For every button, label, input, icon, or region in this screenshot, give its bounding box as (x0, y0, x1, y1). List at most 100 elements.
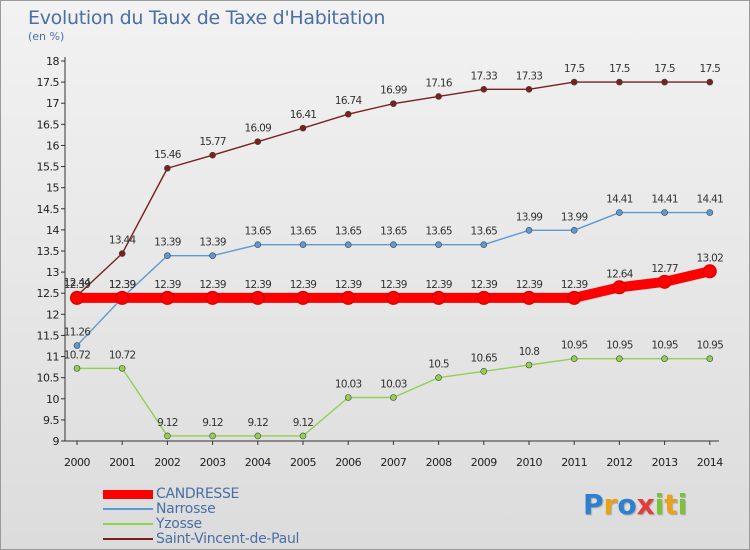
data-point (344, 394, 352, 401)
data-label: 12.39 (245, 279, 272, 291)
data-point (205, 290, 220, 305)
data-point (160, 290, 175, 305)
data-label: 12.39 (561, 279, 588, 291)
y-tick-label: 10 (46, 393, 59, 406)
data-label: 17.33 (471, 70, 498, 82)
y-axis-unit-label: (en %) (28, 30, 65, 43)
data-label: 14.41 (697, 194, 724, 206)
data-label: 13.65 (290, 226, 317, 238)
data-point (702, 264, 717, 279)
data-label: 10.65 (471, 352, 498, 364)
logo-letter: P (583, 488, 604, 521)
legend-label: Narrosse (156, 501, 216, 517)
data-label: 10.03 (335, 379, 362, 391)
x-tick-label: 2006 (335, 456, 361, 469)
data-label: 16.41 (290, 109, 317, 121)
data-label: 17.33 (516, 70, 543, 82)
data-point (525, 85, 533, 93)
data-label: 10.95 (697, 340, 724, 352)
data-point (570, 227, 578, 234)
data-label: 17.16 (425, 77, 453, 89)
data-label: 17.5 (700, 63, 721, 75)
y-tick-label: 17.5 (37, 76, 60, 89)
data-point (299, 432, 307, 440)
legend-swatch (103, 523, 153, 525)
data-point (480, 368, 488, 375)
data-point (118, 365, 126, 372)
data-point (567, 290, 582, 305)
y-tick-label: 15.5 (37, 161, 60, 174)
data-point (706, 78, 714, 86)
logo-letter: t (664, 488, 678, 521)
data-label: 17.5 (609, 63, 630, 75)
x-tick-label: 2001 (109, 456, 135, 469)
data-point (612, 280, 627, 295)
data-label: 10.8 (519, 346, 540, 358)
data-point (164, 164, 171, 172)
legend-label: Yzosse (156, 516, 202, 532)
data-label: 12.39 (109, 279, 136, 291)
data-label: 15.77 (199, 136, 226, 148)
data-label: 12.39 (380, 279, 407, 291)
y-tick-label: 12.5 (37, 287, 60, 300)
legend-swatch (103, 489, 153, 499)
data-point (431, 290, 446, 305)
data-label: 10.95 (561, 340, 588, 352)
data-point (296, 290, 310, 305)
data-point (73, 342, 81, 349)
legend-item-saint-vincent-de-paul: Saint-Vincent-de-Paul (103, 531, 299, 547)
y-tick-label: 14 (46, 224, 59, 237)
data-label: 16.99 (380, 85, 407, 97)
data-point (661, 209, 668, 216)
data-label: 13.65 (245, 226, 272, 238)
data-label: 12.39 (290, 279, 317, 291)
data-point (480, 85, 488, 93)
x-tick-label: 2012 (606, 456, 632, 469)
data-label: 13.99 (561, 211, 588, 223)
data-label: 9.12 (202, 417, 223, 429)
data-label: 13.65 (335, 226, 362, 238)
data-point (73, 365, 81, 372)
data-label: 13.44 (109, 235, 137, 247)
data-point (476, 290, 491, 305)
data-point (616, 78, 623, 86)
data-point (386, 290, 401, 305)
x-tick-label: 2002 (154, 456, 180, 469)
x-tick-label: 2000 (64, 456, 90, 469)
data-label: 10.72 (109, 349, 136, 361)
data-point (344, 110, 352, 118)
data-point (480, 241, 488, 248)
data-point (209, 432, 216, 440)
data-label: 15.46 (154, 149, 182, 161)
data-point (706, 209, 714, 216)
data-label: 12.39 (199, 279, 226, 291)
data-label: 13.99 (516, 211, 543, 223)
data-point (254, 138, 262, 145)
data-point (616, 209, 623, 216)
data-label: 12.39 (64, 279, 91, 291)
data-point (616, 355, 623, 362)
legend-label: Saint-Vincent-de-Paul (156, 531, 300, 547)
data-label: 12.39 (335, 279, 362, 291)
data-point (435, 241, 442, 248)
data-label: 9.12 (293, 417, 314, 429)
x-tick-label: 2004 (245, 456, 271, 469)
data-point (435, 93, 442, 100)
data-label: 10.95 (651, 340, 678, 352)
y-tick-label: 15 (46, 182, 59, 195)
data-point (299, 241, 307, 248)
y-tick-label: 11 (46, 351, 59, 364)
y-tick-label: 9 (53, 435, 60, 448)
data-point (164, 252, 171, 259)
y-tick-label: 11.5 (37, 329, 60, 342)
data-point (570, 355, 578, 362)
legend-item-yzosse: Yzosse (103, 516, 202, 532)
data-label: 10.95 (606, 340, 633, 352)
data-point (570, 78, 578, 86)
y-tick-label: 18 (46, 55, 59, 68)
data-label: 9.12 (248, 417, 269, 429)
data-point (254, 432, 262, 440)
logo-letter: i (654, 488, 665, 521)
data-point (522, 290, 536, 305)
